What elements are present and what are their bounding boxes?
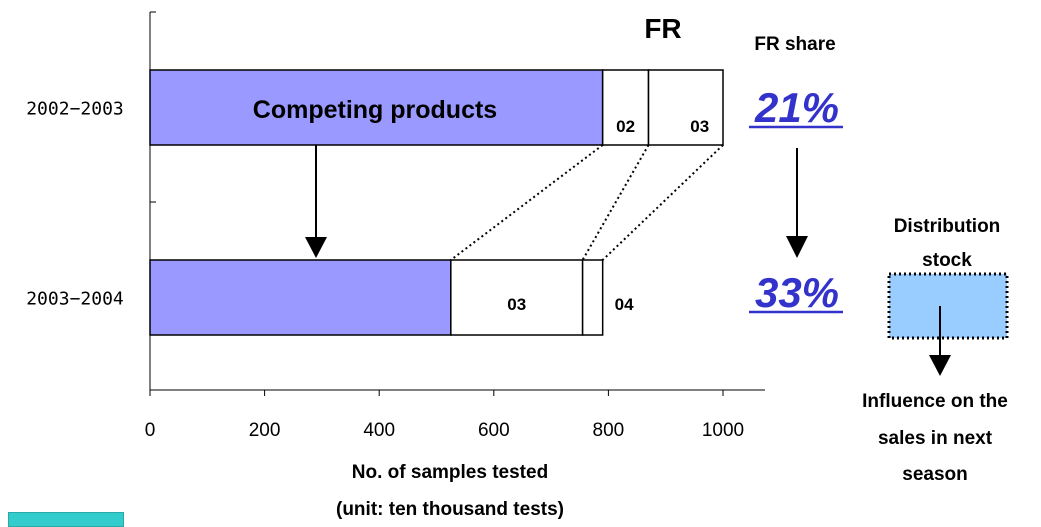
dotted-connectors (450, 144, 724, 261)
x-tick-label: 0 (145, 420, 156, 441)
teal-box (8, 512, 124, 527)
x-tick-label: 1000 (702, 420, 744, 441)
dotted-connector (581, 144, 650, 261)
stock-arrow-head (929, 355, 951, 376)
bar-fr-04 (581, 259, 604, 336)
bar-competing-products (149, 69, 604, 146)
influence-line2: sales in next (878, 428, 993, 449)
bars (149, 69, 724, 336)
down-arrow-head (305, 237, 327, 258)
influence-line3: season (902, 464, 967, 485)
segment-label-03: 03 (507, 295, 526, 314)
category-label: 2002−2003 (26, 99, 124, 120)
dotted-connector (450, 144, 604, 261)
competing-products-label: Competing products (253, 96, 497, 124)
bar-competing-products (149, 259, 452, 336)
category-label: 2003−2004 (26, 289, 124, 310)
fr-label: FR (644, 13, 681, 44)
labels: 02 03 03 04 Competing products FR FR share 21% 3… (253, 13, 1009, 485)
fr-share-2002: 21% (754, 84, 839, 131)
distribution-stock-label-line1: Distribution (894, 216, 1001, 237)
segment-label-04: 04 (615, 295, 634, 314)
bar-fr-02 (601, 69, 650, 146)
fr-share-2003: 33% (755, 269, 839, 316)
segment-label-02: 02 (616, 117, 635, 136)
x-tick-label: 200 (249, 420, 281, 441)
x-axis-subtitle: (unit: ten thousand tests) (336, 499, 564, 520)
bar-fr-03 (647, 69, 724, 146)
x-tick-label: 400 (363, 420, 395, 441)
fr-share-title: FR share (754, 34, 835, 55)
share-arrow-head (786, 236, 808, 258)
axes: 0 200 400 600 800 1000 No. of samples tested (u… (26, 11, 765, 520)
dotted-connector (601, 144, 724, 261)
x-tick-label: 600 (478, 420, 510, 441)
bar-fr-03 (450, 259, 584, 336)
distribution-stock-label-line2: stock (922, 250, 972, 271)
influence-line1: Influence on the (862, 391, 1008, 412)
segment-label-03: 03 (690, 117, 709, 136)
x-tick-label: 800 (593, 420, 625, 441)
x-axis-title: No. of samples tested (352, 462, 548, 483)
distribution-stock-box (887, 272, 1009, 340)
